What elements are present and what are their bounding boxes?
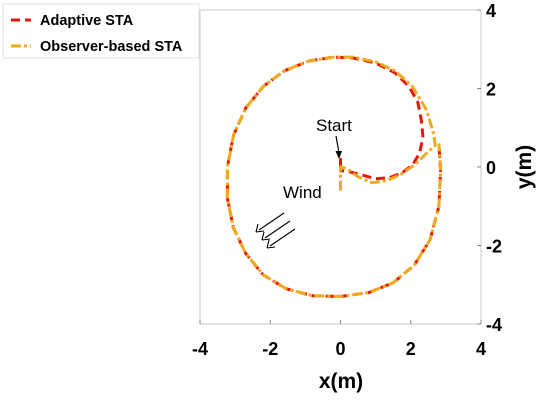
- x-tick-label: 4: [476, 339, 486, 359]
- legend: Adaptive STA Observer-based STA: [2, 3, 200, 59]
- wind-arrows: [255, 212, 296, 249]
- x-tick-label: -2: [262, 339, 278, 359]
- series-layer: [225, 55, 443, 298]
- legend-box: [2, 3, 200, 59]
- y-tick-label: -4: [486, 315, 502, 335]
- legend-label-adaptive-sta: Adaptive STA: [40, 13, 134, 29]
- start-annotation: Start: [316, 116, 352, 135]
- y-tick-label: 4: [486, 1, 496, 21]
- legend-label-observer-based-sta: Observer-based STA: [40, 39, 183, 55]
- x-tick-label: 0: [335, 339, 345, 359]
- y-tick-label: 0: [486, 158, 496, 178]
- y-tick-label: 2: [486, 80, 496, 100]
- series-line-observer-based-sta: [225, 55, 443, 298]
- x-axis-label: x(m): [319, 370, 363, 393]
- start-arrow: [335, 135, 342, 159]
- y-axis-label: y(m): [513, 145, 536, 189]
- x-tick-label: -4: [192, 339, 208, 359]
- y-tick-label: -2: [486, 237, 502, 257]
- wind-annotation: Wind: [283, 183, 322, 202]
- x-tick-label: 2: [406, 339, 416, 359]
